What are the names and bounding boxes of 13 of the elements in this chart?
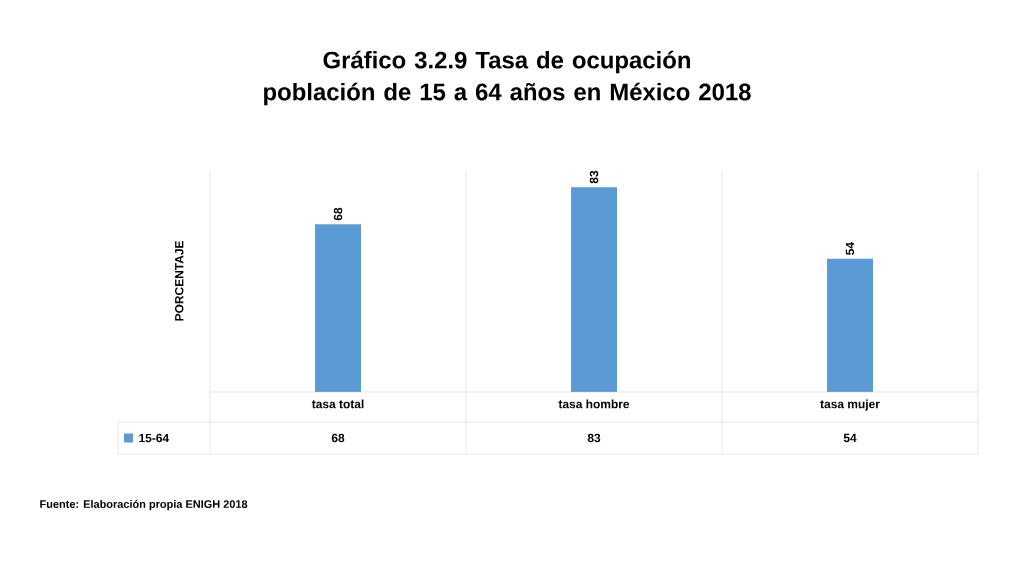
x-tick-label: tasa mujer [820,399,880,411]
text: 83 [589,170,599,184]
data-label: 54 [843,433,857,443]
text: 68 [333,207,343,221]
data-label: 68 [331,433,345,443]
source-note: Fuente: Elaboración propia ENIGH 2018 [40,499,248,511]
data-label: 83 [587,433,601,443]
x-tick-label: tasa total [311,399,364,409]
legend-label: 15-64 [139,433,170,443]
chart-title: Gráfico 3.2.9 Tasa de ocupación población de 15 a 64 años en México 2018 [264,50,751,106]
y-axis-title: PORCENTAJE [174,241,184,321]
x-tick-label: tasa hombre [558,399,630,409]
text: 54 [845,242,855,255]
